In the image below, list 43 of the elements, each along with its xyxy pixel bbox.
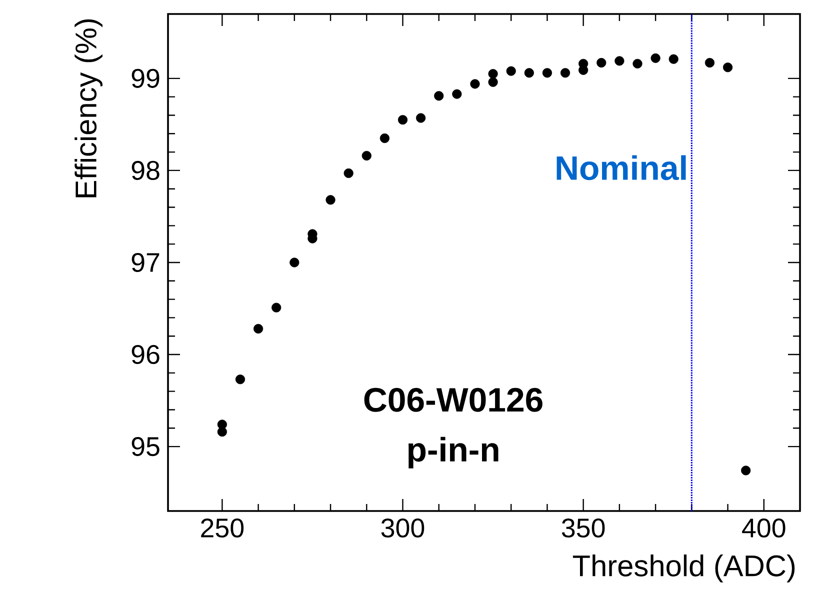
point [650, 53, 660, 63]
y-tick-label: 95 [132, 437, 160, 456]
y-tick-label: 96 [132, 345, 160, 364]
y-tick-label: 97 [132, 252, 160, 272]
ref-line-label: Nominal [556, 155, 686, 180]
y-tick-label: 98 [132, 160, 160, 180]
y-tick-label: 99 [132, 68, 160, 88]
point [668, 54, 678, 64]
point [235, 374, 246, 384]
x-tick-label: 400 [742, 518, 786, 538]
point [578, 65, 588, 75]
point [560, 68, 570, 78]
point [344, 168, 354, 178]
point [380, 133, 390, 144]
point [434, 91, 444, 101]
point [542, 68, 552, 78]
point [614, 56, 624, 66]
x-tick-label: 250 [201, 518, 244, 538]
y-axis-title: Efficiency (%) [74, 19, 102, 198]
point [488, 77, 498, 87]
annotation: C06-W0126 [364, 388, 542, 412]
x-tick-label: 350 [562, 518, 605, 538]
point [452, 89, 462, 99]
point [722, 62, 733, 72]
point [398, 115, 408, 125]
point [290, 258, 300, 268]
point [488, 69, 498, 79]
annotation: p-in-n [408, 436, 498, 468]
point [741, 466, 751, 476]
point [272, 302, 282, 312]
point [704, 58, 715, 68]
point [217, 427, 227, 437]
point [470, 79, 480, 89]
point [506, 66, 516, 76]
point [632, 58, 642, 68]
point [416, 113, 426, 123]
x-tick-label: 300 [381, 518, 424, 538]
point [362, 150, 372, 161]
point [596, 58, 606, 68]
point [253, 324, 264, 334]
x-axis-title: Threshold (ADC) [572, 554, 795, 582]
point [524, 68, 534, 78]
point [326, 195, 336, 205]
